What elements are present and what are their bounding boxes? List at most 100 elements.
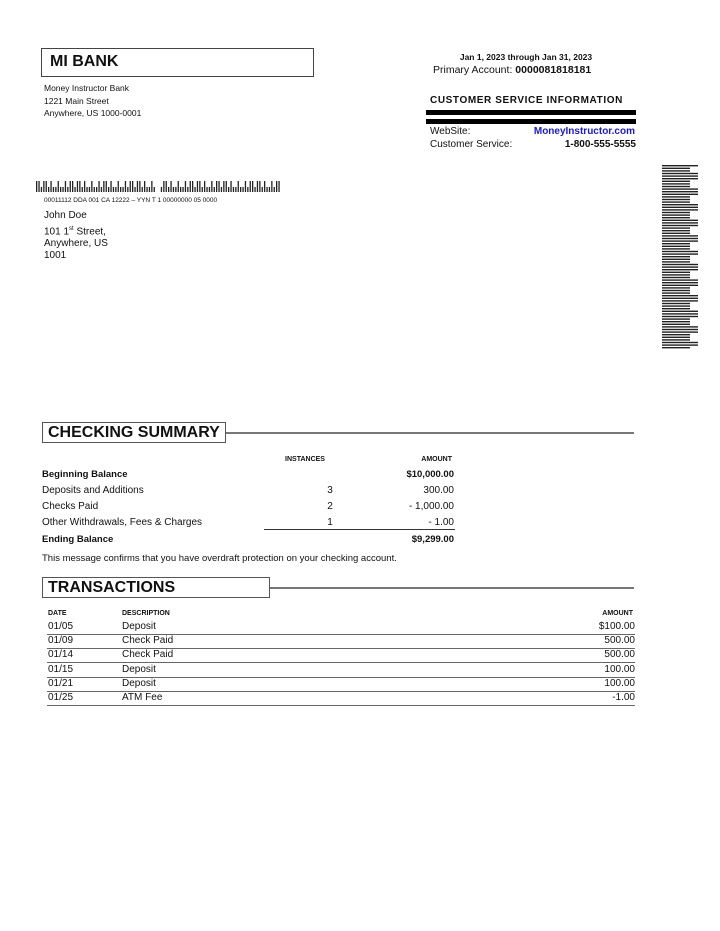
barcode-bar — [662, 341, 698, 344]
website-link[interactable]: MoneyInstructor.com — [533, 126, 635, 137]
section-rule — [226, 432, 634, 434]
barcode-bar — [249, 181, 251, 192]
barcode-bar — [662, 305, 690, 307]
barcode-bar — [72, 181, 74, 192]
summary-label: Other Withdrawals, Fees & Charges — [42, 517, 203, 528]
barcode-bar — [165, 181, 167, 192]
divider-bar — [426, 119, 636, 124]
barcode-bar — [662, 326, 698, 328]
txn-description: Check Paid — [122, 649, 174, 661]
txn-description: Deposit — [122, 621, 156, 632]
col-date: DATE — [48, 610, 67, 617]
barcode-bar — [662, 269, 698, 271]
barcode-bar — [662, 211, 690, 214]
street-number: 101 1 — [44, 226, 70, 238]
barcode-bar — [662, 336, 690, 338]
barcode-bar — [662, 310, 698, 312]
barcode-bar — [105, 181, 107, 192]
barcode-bar — [662, 178, 698, 180]
barcode-bar — [259, 181, 261, 192]
barcode-bar — [232, 187, 235, 192]
barcode-bar — [201, 187, 203, 192]
barcode-bar — [662, 167, 690, 169]
barcode-bar — [168, 187, 170, 192]
barcode-bar — [237, 181, 239, 192]
txn-date: 01/25 — [48, 692, 74, 703]
barcode-bar — [662, 245, 690, 247]
txn-amount: $100.00 — [598, 621, 635, 632]
barcode-bar — [52, 187, 55, 192]
barcode-bar — [273, 187, 275, 192]
barcode-bar — [38, 181, 40, 192]
barcode-bar — [182, 187, 184, 192]
barcode-bar — [256, 181, 259, 192]
barcode-bar — [55, 187, 57, 192]
barcode-bar — [662, 165, 698, 167]
barcode-bar — [180, 187, 182, 192]
txn-description: Check Paid — [122, 635, 174, 647]
barcode-bar — [196, 181, 199, 192]
barcode-bar — [40, 187, 43, 192]
divider-bar — [426, 110, 636, 115]
barcode-bar — [148, 187, 151, 192]
barcode-bar — [122, 187, 124, 192]
summary-label: Ending Balance — [42, 534, 114, 545]
barcode-bar — [96, 187, 98, 192]
barcode-bar — [192, 181, 194, 192]
barcode-bar — [662, 206, 698, 208]
barcode-bar — [117, 181, 119, 192]
barcode-bar — [172, 187, 175, 192]
barcode-bar — [81, 187, 83, 192]
barcode-bar — [662, 297, 698, 299]
barcode-bar — [187, 187, 189, 192]
barcode-bar — [223, 181, 225, 192]
barcode-bar — [264, 181, 266, 192]
barcode-bar — [662, 191, 698, 193]
barcode-bar — [662, 347, 690, 349]
barcode-bar — [170, 181, 172, 192]
barcode-bar — [278, 181, 280, 192]
barcode-bar — [151, 181, 153, 192]
barcode-bar — [112, 187, 115, 192]
barcode-bar — [184, 181, 187, 192]
barcode-bar — [662, 227, 690, 229]
barcode-bar — [230, 181, 232, 192]
barcode-bar — [86, 187, 88, 192]
barcode-bar — [662, 237, 698, 240]
barcode-bar — [252, 181, 254, 192]
barcode-bar — [662, 321, 690, 323]
barcode-bar — [36, 181, 38, 192]
barcode-bar — [134, 187, 136, 192]
barcode-bar — [244, 181, 247, 192]
barcode-bar — [276, 181, 278, 192]
bank-name: MI BANK — [41, 48, 314, 77]
barcode-bar — [662, 256, 690, 258]
barcode-bar — [103, 181, 105, 192]
barcode-bar — [662, 302, 690, 305]
bank-address-line: 1221 Main Street — [44, 96, 109, 106]
barcode-bar — [120, 187, 122, 192]
bank-address-line: Anywhere, US 1000-0001 — [44, 108, 142, 118]
barcode-bar — [235, 187, 237, 192]
barcode-bar — [662, 318, 690, 320]
barcode-bar — [662, 323, 690, 325]
txn-amount: -1.00 — [612, 692, 635, 703]
barcode-bar — [62, 187, 64, 192]
barcode-bar — [194, 187, 196, 192]
summary-amount: 300.00 — [423, 485, 454, 496]
transactions-title: TRANSACTIONS — [42, 577, 270, 598]
barcode-bar — [662, 266, 698, 268]
barcode-bar — [228, 187, 230, 192]
barcode-bar — [662, 313, 698, 315]
mailing-code-line: 00011112 DDA 001 CA 12222 – YYN T 1 0000… — [44, 197, 218, 204]
checking-summary-title: CHECKING SUMMARY — [42, 422, 226, 443]
barcode-bar — [662, 180, 690, 182]
txn-amount: 500.00 — [604, 635, 635, 647]
barcode-bar — [662, 243, 690, 245]
barcode-bar — [662, 185, 690, 188]
bank-address-line: Money Instructor Bank — [44, 83, 130, 93]
barcode-bar — [662, 292, 690, 294]
summary-amount: - 1.00 — [428, 517, 454, 528]
barcode-bar — [662, 253, 698, 255]
barcode-bar — [141, 187, 143, 192]
